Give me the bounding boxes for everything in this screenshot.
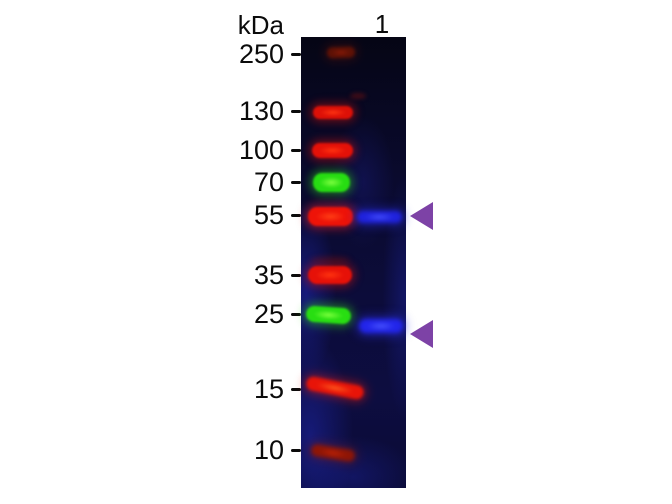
ladder-band-100 [312, 143, 353, 158]
marker-label-70: 70 [253, 167, 284, 197]
marker-label-250: 250 [238, 39, 284, 69]
lane-1-label: 1 [374, 9, 390, 39]
marker-tick-70 [291, 181, 301, 184]
blot-artifact-2 [310, 256, 350, 264]
blot-artifact-1 [350, 93, 366, 99]
ladder-band-130 [313, 106, 353, 119]
marker-label-10: 10 [253, 435, 284, 465]
marker-tick-10 [291, 449, 301, 452]
arrow-indicator-2 [410, 320, 433, 348]
marker-tick-55 [291, 214, 301, 217]
ladder-band-70 [313, 173, 350, 192]
marker-label-55: 55 [253, 200, 284, 230]
marker-label-25: 25 [253, 299, 284, 329]
marker-tick-130 [291, 110, 301, 113]
marker-tick-35 [291, 274, 301, 277]
marker-label-35: 35 [253, 260, 284, 290]
kda-unit-label: kDa [237, 10, 284, 40]
sample-band-22kda [359, 319, 403, 333]
arrow-indicator-1 [410, 202, 433, 230]
marker-tick-250 [291, 53, 301, 56]
marker-tick-25 [291, 313, 301, 316]
marker-label-15: 15 [253, 374, 284, 404]
sample-band-55kda [357, 211, 402, 223]
marker-tick-15 [291, 388, 301, 391]
marker-label-130: 130 [238, 96, 284, 126]
marker-tick-100 [291, 149, 301, 152]
marker-label-100: 100 [238, 135, 284, 165]
ladder-band-55 [308, 207, 353, 226]
ladder-band-35 [308, 266, 352, 284]
ladder-band-25 [305, 305, 352, 325]
ladder-band-250 [326, 46, 356, 59]
